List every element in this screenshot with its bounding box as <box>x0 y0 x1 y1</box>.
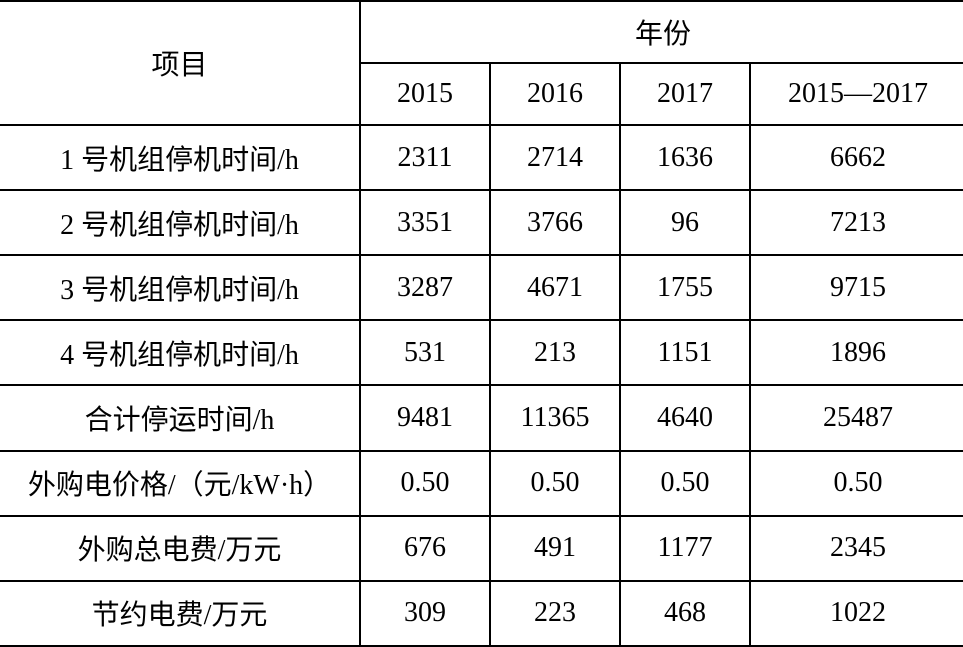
cell-value: 3351 <box>360 190 490 255</box>
cell-value: 96 <box>620 190 750 255</box>
data-table: 项目 年份 2015 2016 2017 2015—2017 1 号机组停机时间… <box>0 0 963 647</box>
row-label: 4 号机组停机时间/h <box>0 320 360 385</box>
table-row: 合计停运时间/h 9481 11365 4640 25487 <box>0 385 963 450</box>
cell-value: 2311 <box>360 125 490 190</box>
cell-value: 1151 <box>620 320 750 385</box>
cell-value: 4671 <box>490 255 620 320</box>
table-row: 外购电价格/（元/kW·h） 0.50 0.50 0.50 0.50 <box>0 451 963 516</box>
row-label: 2 号机组停机时间/h <box>0 190 360 255</box>
cell-value: 0.50 <box>360 451 490 516</box>
cell-value: 4640 <box>620 385 750 450</box>
cell-value: 7213 <box>750 190 963 255</box>
cell-value: 1636 <box>620 125 750 190</box>
cell-value: 1896 <box>750 320 963 385</box>
year-header: 年份 <box>360 1 963 63</box>
table-row: 节约电费/万元 309 223 468 1022 <box>0 581 963 646</box>
cell-value: 491 <box>490 516 620 581</box>
table-row: 外购总电费/万元 676 491 1177 2345 <box>0 516 963 581</box>
cell-value: 2345 <box>750 516 963 581</box>
cell-value: 3766 <box>490 190 620 255</box>
cell-value: 676 <box>360 516 490 581</box>
table-header-row-1: 项目 年份 <box>0 1 963 63</box>
row-label: 3 号机组停机时间/h <box>0 255 360 320</box>
cell-value: 2714 <box>490 125 620 190</box>
cell-value: 223 <box>490 581 620 646</box>
row-label: 节约电费/万元 <box>0 581 360 646</box>
row-label: 1 号机组停机时间/h <box>0 125 360 190</box>
table-row: 1 号机组停机时间/h 2311 2714 1636 6662 <box>0 125 963 190</box>
row-label: 外购电价格/（元/kW·h） <box>0 451 360 516</box>
year-2015: 2015 <box>360 63 490 125</box>
table-row: 3 号机组停机时间/h 3287 4671 1755 9715 <box>0 255 963 320</box>
table-row: 2 号机组停机时间/h 3351 3766 96 7213 <box>0 190 963 255</box>
cell-value: 1177 <box>620 516 750 581</box>
cell-value: 1022 <box>750 581 963 646</box>
project-header: 项目 <box>0 1 360 125</box>
cell-value: 531 <box>360 320 490 385</box>
year-range: 2015—2017 <box>750 63 963 125</box>
cell-value: 213 <box>490 320 620 385</box>
cell-value: 9715 <box>750 255 963 320</box>
table-row: 4 号机组停机时间/h 531 213 1151 1896 <box>0 320 963 385</box>
row-label: 外购总电费/万元 <box>0 516 360 581</box>
cell-value: 0.50 <box>490 451 620 516</box>
cell-value: 0.50 <box>620 451 750 516</box>
cell-value: 6662 <box>750 125 963 190</box>
cell-value: 468 <box>620 581 750 646</box>
cell-value: 309 <box>360 581 490 646</box>
year-2016: 2016 <box>490 63 620 125</box>
cell-value: 11365 <box>490 385 620 450</box>
cell-value: 3287 <box>360 255 490 320</box>
cell-value: 1755 <box>620 255 750 320</box>
cell-value: 0.50 <box>750 451 963 516</box>
year-2017: 2017 <box>620 63 750 125</box>
cell-value: 25487 <box>750 385 963 450</box>
row-label: 合计停运时间/h <box>0 385 360 450</box>
cell-value: 9481 <box>360 385 490 450</box>
